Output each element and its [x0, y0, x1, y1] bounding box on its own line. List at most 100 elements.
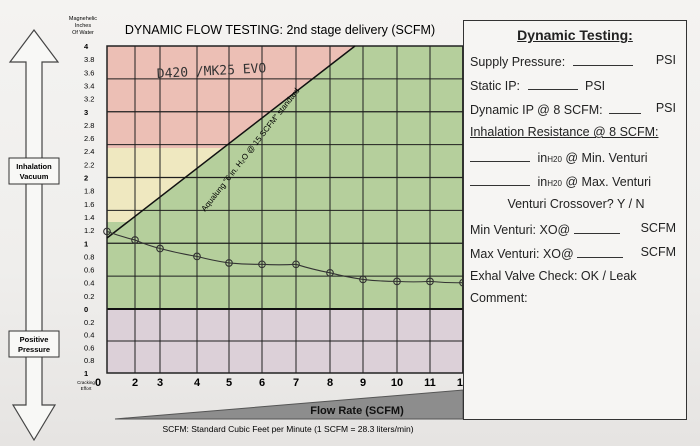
min-venturi-field[interactable]: [470, 149, 530, 162]
y-tick-label: 0.2: [84, 292, 94, 301]
vacuum-label: Vacuum: [20, 172, 49, 181]
zone-green-triangle: [107, 46, 463, 238]
x-tick-label: 0: [95, 377, 101, 389]
x-tick-label: 10: [391, 377, 403, 389]
supply-pressure-unit: PSI: [655, 53, 676, 67]
x-tick-label: 9: [360, 377, 366, 389]
positive-label: Positive: [20, 335, 49, 344]
data-point: [326, 268, 334, 277]
data-point: [225, 259, 233, 267]
y-header-line-3: Of Water: [72, 30, 94, 36]
min-venturi-in: in: [537, 151, 548, 165]
dynamic-ip-field[interactable]: [609, 101, 642, 114]
y-tick-label: 1: [84, 239, 88, 248]
x-tick-label: 2: [132, 377, 138, 389]
y-tick-label: 2.6: [84, 134, 94, 143]
max-venturi-field[interactable]: [470, 173, 530, 186]
x-tick-label: 6: [259, 377, 265, 389]
inhalation-resistance-label: Inhalation Resistance @ 8 SCFM:: [470, 125, 659, 139]
y-tick-label: 2.4: [84, 147, 94, 156]
y-tick-label: 1.8: [84, 187, 94, 196]
data-point: [103, 227, 111, 236]
y-tick-label: 0.8: [84, 252, 94, 261]
y-tick-label: 3.4: [84, 81, 94, 90]
y-tick-label: 3: [84, 108, 88, 117]
min-xo-field[interactable]: [573, 221, 620, 234]
y-tick-label: 0.4: [84, 279, 94, 288]
max-venturi-rest: @ Max. Venturi: [565, 175, 652, 189]
x-tick-label: 3: [157, 377, 163, 389]
static-ip-label: Static IP:: [470, 79, 521, 93]
supply-pressure-field[interactable]: [572, 53, 633, 66]
max-venturi-in: in: [537, 175, 548, 189]
y-tick-label-pressure: 0.6: [84, 343, 94, 352]
flow-rate-wedge: [114, 389, 464, 420]
max-venturi-sub: H20: [547, 179, 562, 188]
data-point: [426, 277, 434, 286]
max-venturi-row: inH20 @ Max. Venturi: [470, 173, 682, 189]
y-tick-label: 1.2: [84, 226, 94, 235]
y-header-line-2: Inches: [75, 23, 91, 29]
min-xo-unit: SCFM: [640, 221, 676, 235]
y-tick-label-pressure: 0.2: [84, 318, 94, 327]
x-tick-label: 11: [424, 377, 436, 389]
handwritten-regulator-name: D420 /MK25 EVO: [156, 61, 266, 82]
dynamic-ip-row: Dynamic IP @ 8 SCFM: PSI: [470, 101, 682, 117]
exhal-valve-check-label[interactable]: Exhal Valve Check: OK / Leak: [470, 269, 637, 283]
y-tick-label: 1.6: [84, 200, 94, 209]
supply-pressure-label: Supply Pressure:: [470, 55, 566, 69]
max-xo-label: Max Venturi: XO@: [470, 247, 574, 261]
y-tick-label: 2: [84, 174, 88, 183]
x-tick-label: 7: [293, 377, 299, 389]
min-xo-row: Min Venturi: XO@ SCFM: [470, 221, 682, 237]
min-venturi-row: inH20 @ Min. Venturi: [470, 149, 682, 165]
flow-rate-label: Flow Rate (SCFM): [310, 405, 404, 417]
data-point: [131, 236, 139, 244]
inhalation-vacuum-box: [8, 157, 60, 185]
y-tick-label: 0: [84, 305, 88, 314]
venturi-crossover-label[interactable]: Venturi Crossover? Y / N: [507, 197, 645, 211]
scfm-definition: SCFM: Standard Cubic Feet per Minute (1 …: [162, 424, 413, 434]
panel-title: Dynamic Testing:: [517, 27, 633, 43]
y-tick-label: 2.2: [84, 160, 94, 169]
positive-pressure-box: [8, 330, 60, 358]
dynamic-ip-unit: PSI: [655, 101, 676, 115]
data-point: [292, 260, 300, 269]
x-tick-label: 5: [226, 377, 232, 389]
y-tick-label: 3.8: [84, 55, 94, 64]
x-tick-label: 8: [327, 377, 333, 389]
supply-pressure-row: Supply Pressure: PSI: [470, 53, 682, 69]
data-point: [359, 275, 367, 284]
y-tick-label: 2.8: [84, 121, 94, 130]
static-ip-row: Static IP: PSI: [470, 77, 682, 93]
data-point: [258, 260, 266, 269]
chart-title: DYNAMIC FLOW TESTING: 2nd stage delivery…: [125, 23, 435, 37]
max-xo-field[interactable]: [577, 245, 624, 258]
inhalation-vacuum-arrow: [8, 29, 60, 442]
static-ip-unit: PSI: [585, 79, 606, 93]
zone-green: [107, 222, 463, 309]
cracking-effort-line-2: Effort: [81, 386, 92, 391]
data-point: [393, 277, 401, 286]
comment-field[interactable]: [470, 309, 680, 411]
max-xo-unit: SCFM: [640, 245, 676, 259]
min-xo-label: Min Venturi: XO@: [470, 223, 571, 237]
standard-diagonal-line: [106, 45, 356, 239]
dynamic-ip-label: Dynamic IP @ 8 SCFM:: [470, 103, 603, 117]
min-venturi-sub: H20: [547, 155, 562, 164]
y-tick-label: 1.4: [84, 213, 94, 222]
y-tick-label: 4: [84, 42, 89, 51]
max-xo-row: Max Venturi: XO@ SCFM: [470, 245, 682, 261]
min-venturi-rest: @ Min. Venturi: [565, 151, 648, 165]
y-tick-label: 0.6: [84, 266, 94, 275]
pressure-label: Pressure: [18, 345, 50, 354]
y-tick-label-pressure: 0.4: [84, 331, 94, 340]
static-ip-field[interactable]: [527, 77, 578, 90]
cracking-effort-line-1: Cracking: [77, 380, 95, 385]
dynamic-testing-panel: Dynamic Testing: Supply Pressure: PSI St…: [463, 20, 687, 420]
data-point: [193, 252, 201, 261]
inhalation-label: Inhalation: [16, 162, 52, 171]
y-tick-label: 3.6: [84, 68, 94, 77]
